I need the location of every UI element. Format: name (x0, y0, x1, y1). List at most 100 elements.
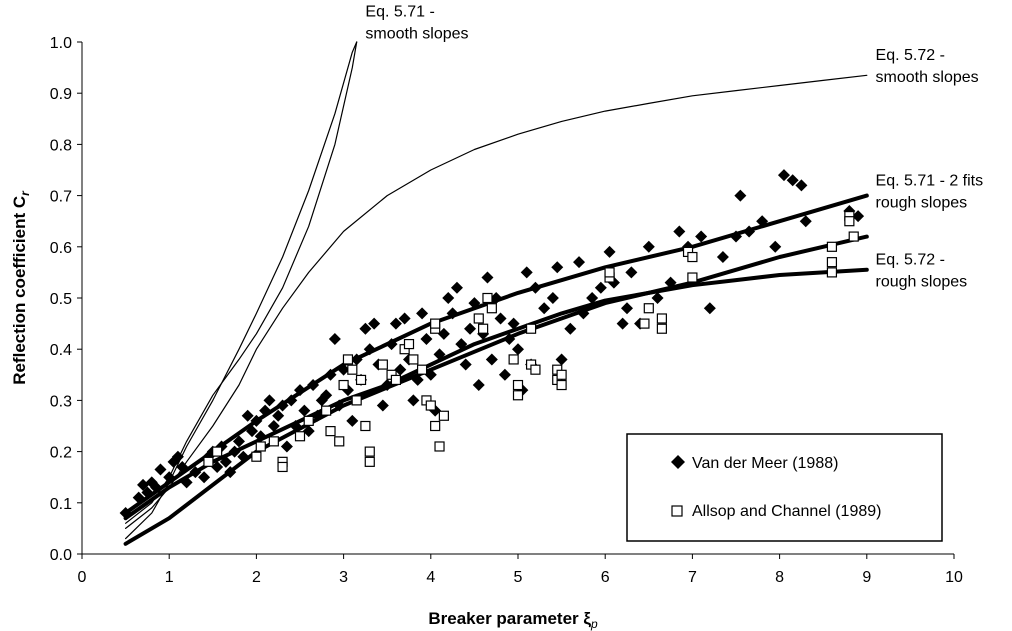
data-point-van-der-meer (468, 297, 481, 310)
legend-label-allsop: Allsop and Channel (1989) (692, 503, 881, 520)
data-point-van-der-meer (350, 353, 363, 366)
x-axis-title: Breaker parameter ξp (428, 609, 598, 631)
data-point-allsop-channel (364, 456, 375, 467)
legend-diamond-marker (671, 455, 685, 469)
data-point-allsop-channel (360, 420, 371, 432)
data-point-van-der-meer (289, 420, 302, 432)
fit-curve (123, 234, 869, 546)
data-point-van-der-meer (232, 435, 245, 448)
data-point-van-der-meer (446, 307, 459, 320)
data-point-van-der-meer (416, 307, 429, 320)
legend-square-marker (671, 505, 683, 517)
data-point-van-der-meer (141, 486, 154, 499)
data-point-van-der-meer (359, 322, 372, 335)
fit-curve (123, 267, 869, 521)
data-point-van-der-meer (481, 271, 494, 284)
data-point-van-der-meer (407, 394, 420, 407)
data-point-van-der-meer (716, 251, 729, 264)
data-point-van-der-meer (503, 332, 516, 345)
data-point-van-der-meer (546, 292, 559, 304)
data-point-van-der-meer (594, 281, 607, 294)
data-point-van-der-meer (267, 420, 280, 432)
data-point-allsop-channel (639, 318, 650, 329)
data-point-allsop-channel (848, 231, 859, 242)
data-point-van-der-meer (320, 389, 333, 402)
annotation-layer: Eq. 5.71 -smooth slopes Eq. 5.72 -smooth … (365, 3, 983, 290)
data-point-van-der-meer (302, 425, 315, 438)
y-tick-label: 0.0 (50, 547, 72, 564)
data-point-allsop-channel (212, 446, 223, 457)
data-point-allsop-channel (342, 354, 354, 365)
data-point-allsop-channel (277, 461, 288, 473)
data-point-van-der-meer (538, 302, 551, 315)
data-point-van-der-meer (368, 317, 381, 330)
data-point-van-der-meer (743, 225, 756, 238)
data-point-allsop-channel (643, 303, 654, 314)
data-point-van-der-meer (189, 466, 202, 479)
data-point-van-der-meer (642, 240, 655, 253)
data-point-van-der-meer (398, 312, 411, 325)
data-point-van-der-meer (472, 379, 485, 392)
data-point-van-der-meer (551, 261, 564, 274)
data-point-allsop-channel (656, 323, 667, 334)
data-point-van-der-meer (455, 338, 468, 351)
data-point-van-der-meer (852, 210, 865, 223)
annotation-label: Eq. 5.72 -rough slopes (876, 252, 968, 291)
data-point-van-der-meer (363, 343, 376, 356)
data-point-van-der-meer (621, 302, 633, 315)
data-point-allsop-channel (294, 431, 306, 442)
data-point-van-der-meer (280, 440, 293, 453)
data-point-van-der-meer (137, 478, 150, 491)
data-point-van-der-meer (211, 460, 224, 473)
data-point-allsop-channel (351, 395, 362, 406)
y-tick-label: 0.5 (50, 291, 72, 308)
data-point-van-der-meer (512, 343, 524, 356)
data-point-van-der-meer (625, 266, 638, 279)
data-point-allsop-channel (656, 313, 667, 324)
data-point-allsop-channel (486, 303, 497, 314)
data-point-van-der-meer (307, 379, 320, 392)
data-point-van-der-meer (298, 404, 311, 417)
data-point-allsop-channel (530, 364, 541, 375)
data-point-van-der-meer (228, 445, 241, 458)
points-layer (119, 169, 865, 520)
data-point-van-der-meer (520, 266, 533, 279)
data-point-allsop-channel (251, 451, 262, 462)
x-tick-label: 1 (165, 569, 174, 586)
data-point-van-der-meer (180, 476, 193, 489)
data-point-van-der-meer (573, 256, 586, 269)
x-tick-label: 10 (945, 569, 963, 586)
data-point-van-der-meer (424, 368, 437, 381)
data-point-van-der-meer (119, 507, 132, 520)
data-point-van-der-meer (769, 240, 782, 253)
data-point-van-der-meer (795, 179, 808, 192)
data-point-van-der-meer (730, 230, 742, 243)
data-point-van-der-meer (324, 368, 337, 381)
x-tick-label: 0 (78, 569, 87, 586)
data-point-van-der-meer (246, 425, 259, 438)
fit-curve (124, 41, 358, 524)
data-point-van-der-meer (163, 471, 176, 484)
data-point-allsop-channel (604, 267, 615, 278)
data-point-van-der-meer (616, 317, 629, 330)
data-point-van-der-meer (311, 409, 324, 422)
data-point-van-der-meer (494, 312, 507, 325)
data-point-van-der-meer (285, 394, 298, 407)
data-point-allsop-channel (478, 323, 489, 334)
x-tick-label: 7 (688, 569, 697, 586)
y-axis-title: Reflection coefficient Cr (10, 190, 32, 385)
x-tick-label: 5 (514, 569, 523, 586)
data-point-van-der-meer (394, 363, 407, 376)
legend-box (626, 433, 943, 542)
data-point-van-der-meer (132, 491, 145, 504)
x-tick-label: 3 (339, 569, 348, 586)
y-tick-label: 0.3 (50, 393, 72, 410)
annotation-label: Eq. 5.71 - 2 fits rough slopes (876, 172, 984, 211)
data-point-van-der-meer (171, 450, 184, 463)
y-tick-label: 0.4 (50, 342, 72, 359)
data-point-allsop-channel (482, 292, 493, 304)
data-point-allsop-channel (321, 405, 332, 416)
data-point-van-der-meer (586, 292, 599, 304)
data-point-allsop-channel (338, 379, 349, 391)
